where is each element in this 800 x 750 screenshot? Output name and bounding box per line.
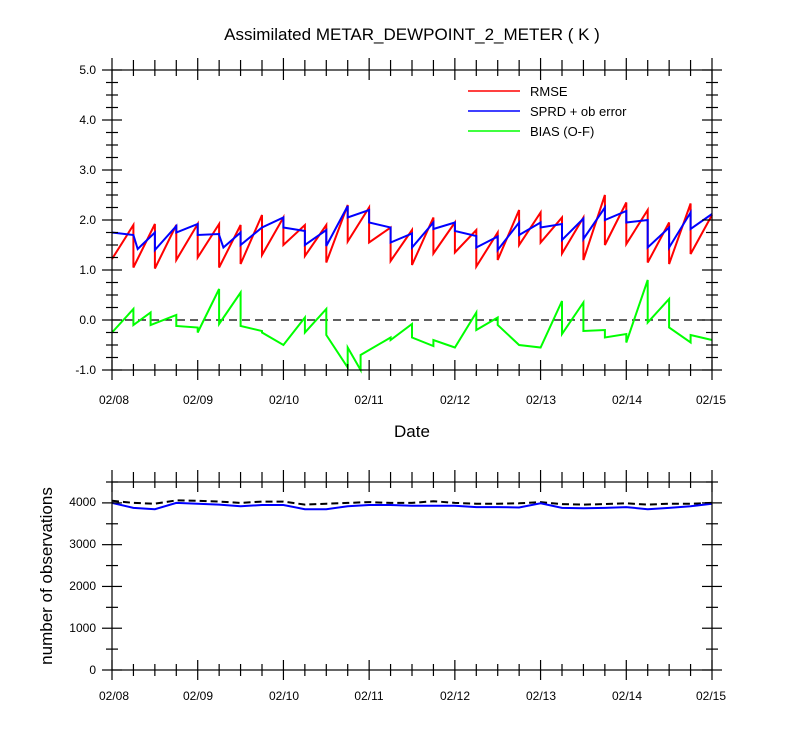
series-group-top [111, 194, 713, 374]
panel-bottom: 4000 3000 2000 1000 0 02/08 02/09 02/10 … [37, 470, 726, 703]
ticks-bottom [102, 470, 722, 680]
x-tick-label: 02/14 [612, 393, 642, 407]
y-tick-label: 2.0 [79, 213, 96, 227]
y-tick-label: 4000 [69, 495, 96, 509]
y-axis-label: number of observations [37, 487, 56, 665]
series-line-solid-1 [111, 501, 713, 511]
x-tick-label: 02/12 [440, 689, 470, 703]
plot-frame-bottom [111, 481, 713, 671]
x-tick-label: 02/11 [354, 393, 383, 407]
x-tick-labels-bottom: 02/08 02/09 02/10 02/11 02/12 02/13 02/1… [99, 689, 726, 703]
x-tick-label: 02/12 [440, 393, 470, 407]
series-line-dashed-0 [111, 499, 713, 506]
x-tick-label: 02/08 [99, 393, 129, 407]
x-tick-label: 02/08 [99, 689, 129, 703]
y-tick-label: 4.0 [79, 113, 96, 127]
x-tick-label: 02/10 [269, 689, 299, 703]
x-tick-label: 02/15 [696, 689, 726, 703]
series-line-bias-o-f [111, 279, 713, 374]
ticks-top [102, 58, 722, 380]
x-tick-label: 02/14 [612, 689, 642, 703]
x-tick-label: 02/09 [183, 689, 213, 703]
y-tick-label: 0 [89, 663, 96, 677]
y-tick-labels-top: 5.0 4.0 3.0 2.0 1.0 0.0 -1.0 [75, 63, 96, 377]
x-tick-labels-top: 02/08 02/09 02/10 02/11 02/12 02/13 02/1… [99, 393, 726, 407]
x-tick-label: 02/10 [269, 393, 299, 407]
x-axis-label: Date [394, 422, 430, 441]
legend-label-bias: BIAS (O-F) [530, 124, 594, 139]
y-tick-label: 2000 [69, 579, 96, 593]
series-group-bottom [111, 499, 713, 511]
y-tick-labels-bottom: 4000 3000 2000 1000 0 [69, 495, 96, 677]
y-tick-label: 3.0 [79, 163, 96, 177]
chart-title: Assimilated METAR_DEWPOINT_2_METER ( K ) [224, 25, 600, 44]
legend: RMSE SPRD + ob error BIAS (O-F) [468, 84, 627, 139]
legend-label-rmse: RMSE [530, 84, 568, 99]
y-tick-label: 1000 [69, 621, 96, 635]
x-tick-label: 02/13 [526, 393, 556, 407]
y-tick-label: -1.0 [75, 363, 96, 377]
x-tick-label: 02/11 [354, 689, 383, 703]
y-tick-label: 3000 [69, 537, 96, 551]
legend-label-sprd: SPRD + ob error [530, 104, 627, 119]
x-tick-label: 02/09 [183, 393, 213, 407]
y-tick-label: 5.0 [79, 63, 96, 77]
series-line-sprd-ob-error [111, 204, 713, 253]
y-tick-label: 0.0 [79, 313, 96, 327]
y-tick-label: 1.0 [79, 263, 96, 277]
x-tick-label: 02/13 [526, 689, 556, 703]
panel-top: 5.0 4.0 3.0 2.0 1.0 0.0 -1.0 02/08 02/09… [75, 58, 726, 441]
x-tick-label: 02/15 [696, 393, 726, 407]
series-line-rmse [111, 194, 713, 270]
